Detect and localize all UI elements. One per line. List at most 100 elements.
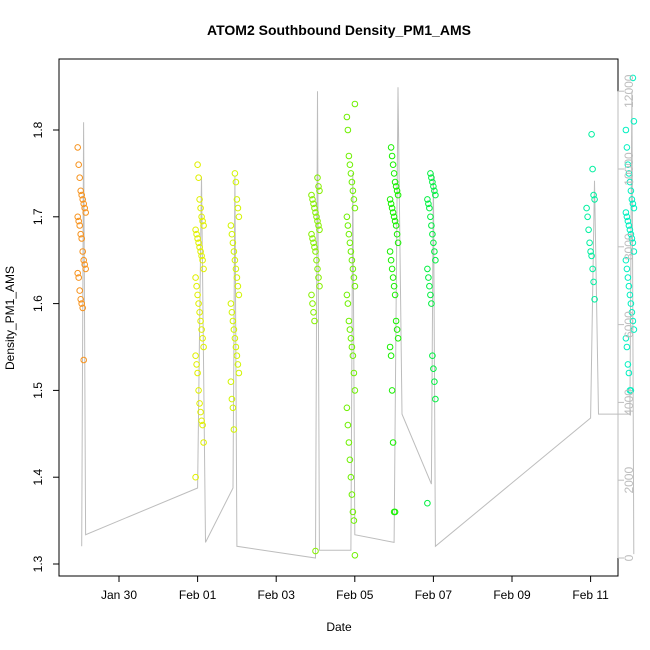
- scatter-point: [350, 196, 358, 203]
- scatter-point: [427, 213, 434, 221]
- scatter-points-layer: [74, 74, 638, 559]
- scatter-point: [344, 300, 352, 307]
- scatter-point: [81, 261, 88, 268]
- scatter-point: [623, 213, 631, 221]
- scatter-point: [351, 282, 359, 290]
- scatter-point: [195, 174, 202, 181]
- scatter-point: [311, 204, 318, 212]
- y-tick-label: 1.5: [31, 382, 45, 399]
- scatter-point: [428, 222, 435, 229]
- y-axis-left: 1.3 1.4 1.5 1.6 1.7 1.8: [31, 121, 59, 572]
- scatter-point: [78, 191, 85, 199]
- scatter-point: [346, 456, 354, 464]
- scatter-point: [393, 230, 401, 238]
- scatter-point: [428, 174, 435, 181]
- scatter-point: [388, 204, 396, 212]
- scatter-point: [590, 278, 597, 286]
- scatter-point: [199, 421, 206, 429]
- scatter-point: [198, 213, 205, 221]
- scatter-point: [310, 200, 317, 208]
- scatter-point: [196, 400, 203, 407]
- scatter-point: [626, 178, 634, 186]
- scatter-point: [312, 209, 319, 216]
- scatter-point: [197, 204, 204, 212]
- scatter-point: [233, 352, 241, 360]
- scatter-point: [351, 204, 359, 212]
- scatter-point: [310, 309, 317, 316]
- scatter-point: [343, 213, 351, 221]
- scatter-point: [387, 352, 395, 360]
- scatter-point: [424, 265, 431, 273]
- scatter-point: [227, 378, 235, 386]
- scatter-point: [194, 369, 201, 377]
- scatter-point: [234, 282, 242, 290]
- scatter-point: [231, 170, 239, 177]
- scatter-point: [626, 226, 634, 234]
- scatter-point: [427, 170, 434, 177]
- scatter-point: [79, 304, 86, 312]
- scatter-point: [431, 248, 438, 255]
- scatter-point: [627, 187, 635, 195]
- scatter-point: [192, 226, 199, 234]
- scatter-point: [350, 517, 358, 524]
- scatter-point: [588, 252, 595, 260]
- scatter-point: [392, 317, 400, 325]
- scatter-point: [232, 178, 240, 186]
- scatter-point: [231, 256, 239, 264]
- scatter-point: [231, 335, 239, 342]
- scatter-point: [432, 191, 439, 199]
- scatter-point: [82, 265, 89, 273]
- scatter-point: [388, 387, 396, 394]
- scatter-point: [344, 222, 352, 229]
- scatter-point: [625, 282, 633, 290]
- scatter-point: [429, 178, 436, 186]
- scatter-point: [627, 230, 635, 238]
- scatter-point: [387, 256, 395, 264]
- scatter-point: [343, 113, 351, 121]
- scatter-point: [81, 204, 88, 212]
- scatter-point: [80, 356, 87, 364]
- scatter-point: [348, 256, 356, 264]
- scatter-point: [200, 343, 207, 351]
- scatter-point: [75, 274, 82, 281]
- scatter-point: [199, 335, 206, 342]
- scatter-point: [228, 309, 236, 316]
- scatter-point: [347, 473, 355, 481]
- scatter-point: [79, 248, 86, 255]
- scatter-point: [74, 269, 81, 277]
- scatter-point: [589, 265, 596, 273]
- scatter-point: [82, 209, 89, 216]
- scatter-point: [349, 187, 357, 195]
- scatter-point: [345, 317, 353, 325]
- scatter-point: [627, 300, 635, 307]
- scatter-point: [628, 235, 636, 242]
- x-tick-label: Feb 01: [179, 588, 217, 602]
- scatter-point: [227, 300, 235, 307]
- scatter-point: [429, 230, 436, 238]
- y2-tick-label: 10000: [622, 152, 636, 186]
- scatter-point: [235, 213, 243, 221]
- scatter-point: [233, 196, 241, 203]
- scatter-point: [625, 369, 633, 377]
- scatter-point: [314, 265, 321, 273]
- scatter-point: [311, 317, 318, 325]
- right-axis-line-series: [81, 87, 635, 559]
- scatter-point: [194, 161, 201, 168]
- scatter-point: [346, 326, 354, 333]
- scatter-point: [350, 274, 358, 281]
- x-tick-label: Feb 11: [572, 588, 609, 602]
- scatter-point: [431, 378, 438, 386]
- scatter-point: [196, 196, 203, 203]
- scatter-point: [76, 222, 83, 229]
- scatter-point: [316, 282, 323, 290]
- scatter-point: [316, 187, 323, 195]
- scatter-point: [230, 326, 238, 333]
- scatter-point: [630, 248, 638, 255]
- scatter-point: [308, 291, 315, 299]
- scatter-point: [345, 439, 353, 446]
- scatter-point: [193, 361, 200, 368]
- scatter-point: [229, 239, 237, 247]
- scatter-point: [392, 183, 400, 190]
- scatter-point: [630, 326, 638, 333]
- scatter-point: [623, 343, 631, 351]
